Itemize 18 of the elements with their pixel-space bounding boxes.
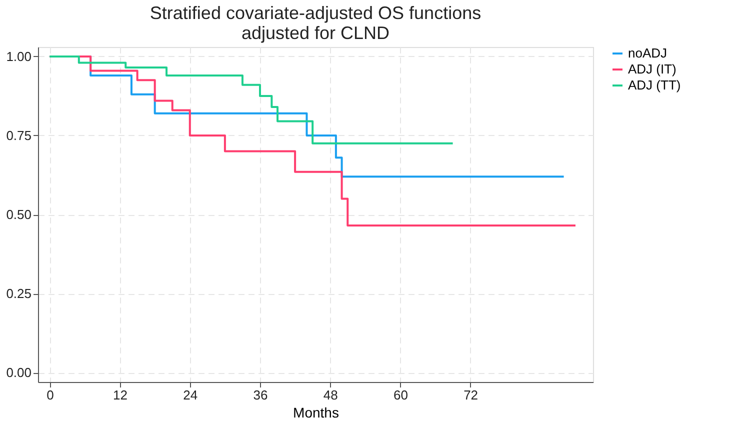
text: Stratified covariate-adjusted OS functions	[150, 3, 482, 23]
x-axis-title: Months	[293, 404, 339, 420]
x-tick-label: 60	[393, 388, 408, 402]
legend-label: noADJ	[628, 46, 668, 60]
x-tick-label: 48	[323, 388, 338, 402]
x-tick-label: 72	[464, 388, 478, 402]
y-tick-label: 0.25	[6, 286, 32, 302]
x-tick-label: 24	[183, 388, 198, 402]
x-tick-label: 0	[46, 388, 54, 402]
y-tick-label: 0.50	[6, 207, 32, 222]
legend-label: ADJ (TT)	[628, 78, 681, 92]
legend-label: ADJ (IT)	[628, 62, 676, 76]
y-tick-label: 0.00	[6, 365, 32, 380]
y-tick-label: 0.75	[6, 128, 32, 143]
x-tick-label: 12	[113, 388, 128, 402]
text: adjusted for CLND	[241, 23, 390, 43]
y-tick-label: 1.00	[6, 48, 32, 64]
x-tick-label: 36	[253, 388, 268, 402]
